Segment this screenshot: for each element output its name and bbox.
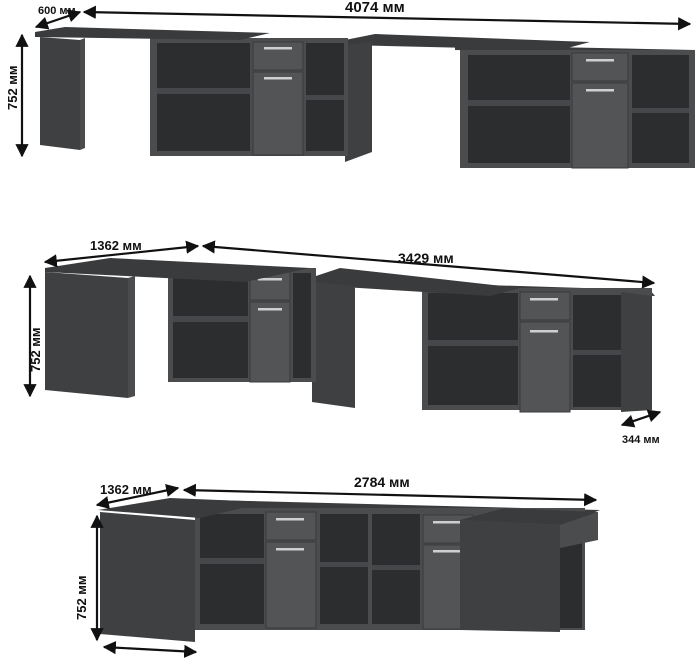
depth-label: 1362 мм bbox=[100, 482, 152, 497]
cabinet-depth-dimension-line bbox=[620, 409, 662, 428]
cabinet-depth-label: 344 мм bbox=[622, 434, 660, 446]
depth-dimension-line bbox=[34, 9, 82, 30]
width-label: 2784 мм bbox=[354, 474, 410, 490]
height-label: 752 мм bbox=[74, 575, 89, 620]
width-label: 4074 мм bbox=[345, 0, 405, 16]
configuration-3: 752 мм 1362 мм 2784 мм bbox=[74, 474, 600, 658]
bottom-depth-line bbox=[102, 641, 198, 658]
depth-label: 1362 мм bbox=[90, 238, 142, 253]
depth-label: 600 мм bbox=[38, 5, 76, 17]
configuration-1: 752 мм 600 мм 4074 мм bbox=[5, 0, 695, 169]
height-label: 752 мм bbox=[28, 327, 43, 372]
configuration-2: 752 мм 1362 мм 3429 мм 344 мм bbox=[23, 238, 662, 446]
height-label: 752 мм bbox=[5, 65, 20, 110]
depth-dimension-line bbox=[95, 483, 180, 510]
depth-dimension-line bbox=[43, 240, 200, 268]
width-dimension-line bbox=[201, 240, 656, 289]
width-dimension-line bbox=[182, 483, 598, 507]
width-dimension-line bbox=[82, 5, 692, 31]
width-label: 3429 мм bbox=[398, 250, 454, 266]
